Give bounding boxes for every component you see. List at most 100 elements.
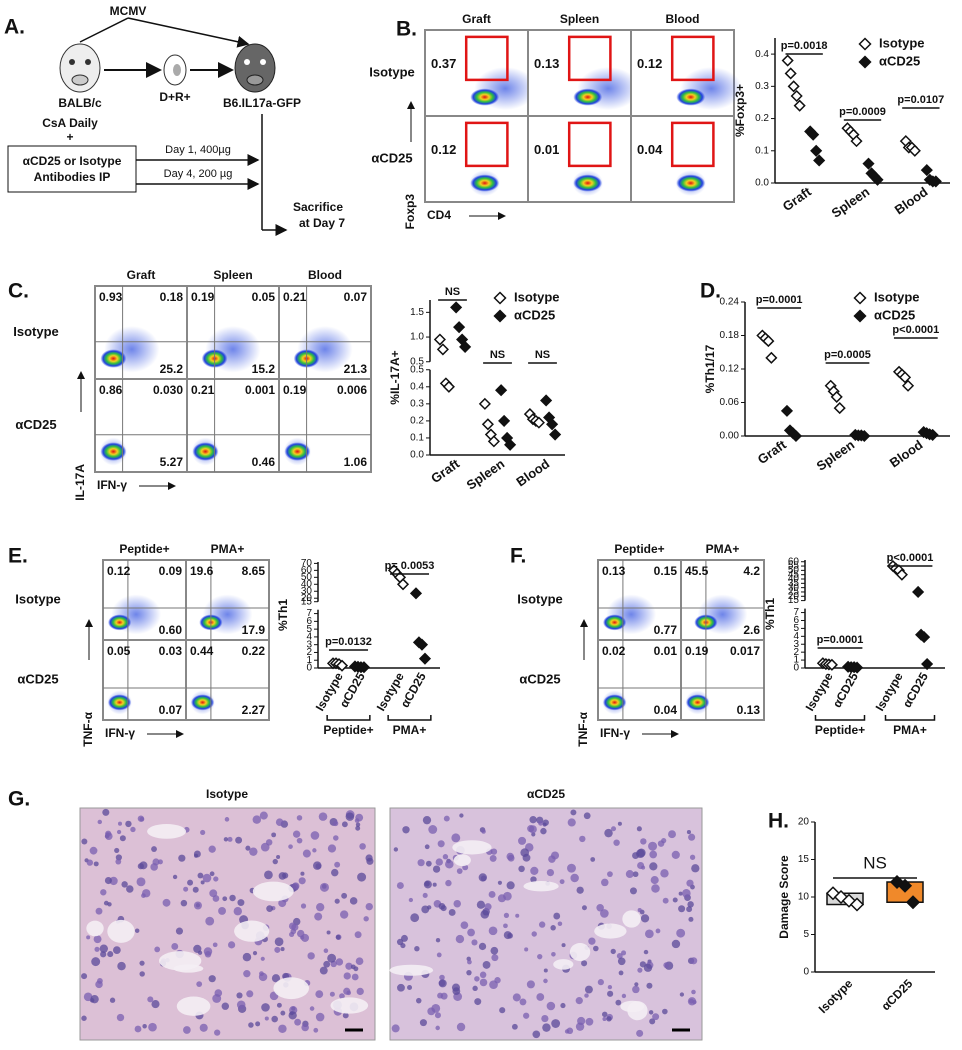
row-label: Isotype	[13, 324, 59, 339]
cell	[178, 854, 186, 862]
cell	[679, 992, 685, 997]
cell	[213, 876, 219, 882]
cell	[536, 993, 545, 1001]
cell	[223, 837, 229, 842]
cell	[688, 833, 696, 841]
cell	[151, 1000, 160, 1009]
gate-value: 0.12	[637, 56, 662, 71]
annotation: NS	[863, 853, 887, 872]
data-point	[920, 164, 933, 177]
quadrant-value: 2.27	[242, 703, 266, 717]
gate-value: 0.13	[534, 56, 559, 71]
cell	[585, 1017, 594, 1026]
gate	[670, 121, 715, 168]
y-tick-label: 0.3	[410, 398, 424, 409]
row-label: Isotype	[517, 591, 563, 606]
x-tick-label: Blood	[513, 456, 552, 489]
lumen	[107, 919, 135, 943]
cell	[512, 993, 521, 1002]
panel-letter: H.	[768, 810, 789, 833]
cell	[636, 1029, 644, 1037]
cell	[602, 1016, 607, 1022]
y-tick-label: 0.12	[720, 364, 740, 375]
cell	[646, 982, 653, 989]
quadrant-value: 4.2	[743, 564, 760, 578]
annotation: p<0.0001	[892, 324, 939, 336]
panel-letter: C.	[8, 280, 29, 303]
data-point	[926, 428, 939, 441]
y-tick-label: 0.06	[720, 397, 740, 408]
cell	[93, 935, 102, 944]
cell	[99, 944, 108, 953]
cell	[497, 880, 503, 885]
cell	[581, 905, 587, 911]
annotation: NS	[490, 349, 505, 361]
cell	[688, 916, 694, 922]
y-tick-label: 0.4	[755, 49, 769, 60]
cell	[499, 1007, 506, 1014]
label: +	[66, 130, 73, 144]
cell	[192, 886, 199, 893]
y-tick-label: 0.1	[755, 145, 769, 156]
density-blob	[100, 349, 127, 368]
quadrant-value: 45.5	[685, 564, 709, 578]
row-label: αCD25	[15, 417, 56, 432]
cell	[529, 816, 537, 824]
cell	[437, 840, 445, 848]
data-point	[495, 384, 508, 397]
cell	[617, 821, 622, 826]
x-tick-label: Blood	[892, 184, 931, 217]
label: Day 1, 400µg	[165, 144, 231, 156]
density-blob	[192, 442, 219, 461]
cell	[121, 881, 128, 888]
quadrant-value: 0.001	[245, 383, 275, 397]
cell	[657, 840, 665, 847]
line	[79, 17, 129, 43]
cell	[292, 830, 301, 838]
column-label: Blood	[308, 268, 342, 282]
data-point	[790, 89, 803, 103]
cell	[625, 870, 634, 879]
data-point	[918, 631, 931, 644]
density-blob	[470, 88, 500, 106]
cell	[597, 979, 604, 986]
data-point	[901, 379, 915, 392]
y-tick-label: 45	[788, 569, 800, 580]
legend-marker	[858, 55, 872, 69]
cell	[479, 971, 487, 979]
quadrant-value: 0.46	[252, 455, 276, 469]
quadrant-value: 0.19	[685, 644, 709, 658]
gate	[567, 121, 612, 168]
cell	[327, 953, 337, 963]
cell	[109, 876, 118, 886]
cell	[126, 885, 134, 893]
quadrant-value: 0.18	[160, 290, 184, 304]
panel-letter: E.	[8, 545, 28, 568]
cell	[319, 966, 328, 975]
data-point	[442, 380, 455, 393]
cell	[606, 1016, 612, 1022]
cell	[200, 829, 206, 836]
cell	[259, 971, 264, 977]
data-point	[851, 661, 864, 674]
legend-marker	[493, 309, 507, 323]
lumen	[158, 951, 202, 971]
cell	[345, 812, 355, 821]
cell	[86, 935, 91, 940]
cell	[617, 957, 626, 966]
cell	[678, 905, 686, 913]
cell	[456, 868, 463, 874]
gate	[567, 35, 612, 82]
cell	[637, 967, 643, 973]
cell	[640, 838, 647, 845]
label: αCD25 or Isotype	[23, 154, 122, 168]
cell	[351, 973, 359, 981]
data-point	[789, 429, 803, 443]
data-point	[898, 371, 912, 384]
cell	[456, 1022, 466, 1032]
density-blob	[470, 174, 500, 192]
y-tick-label: 50	[301, 572, 313, 583]
cell	[649, 862, 658, 871]
cell	[660, 869, 669, 878]
